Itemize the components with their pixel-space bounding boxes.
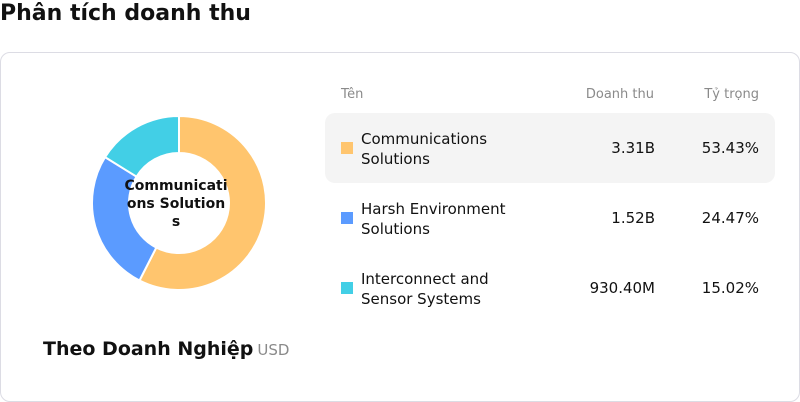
donut-center-label: Communications Solutions — [124, 178, 228, 230]
page-title: Phân tích doanh thu — [0, 1, 251, 26]
row-name: Interconnect and Sensor Systems — [361, 270, 489, 308]
row-revenue: 3.31B — [611, 139, 655, 157]
header-name: Tên — [341, 87, 364, 102]
legend-swatch — [341, 142, 353, 154]
table-row[interactable]: Harsh Environment Solutions 1.52B 24.47% — [325, 183, 775, 253]
header-revenue: Doanh thu — [585, 87, 654, 102]
row-name: Harsh Environment Solutions — [361, 200, 506, 238]
legend-swatch — [341, 212, 353, 224]
table-row[interactable]: Communications Solutions 3.31B 53.43% — [325, 113, 775, 183]
row-share: 15.02% — [701, 279, 759, 297]
row-name: Communications Solutions — [361, 130, 488, 168]
donut-chart — [91, 114, 267, 291]
row-revenue: 930.40M — [589, 279, 655, 297]
header-share: Tỷ trọng — [704, 87, 759, 102]
chart-subtitle-text: Theo Doanh Nghiệp — [43, 338, 254, 360]
table-row[interactable]: Interconnect and Sensor Systems 930.40M … — [325, 253, 775, 323]
row-share: 53.43% — [701, 139, 759, 157]
donut-slice-3[interactable] — [103, 114, 180, 179]
row-revenue: 1.52B — [611, 209, 655, 227]
unit-label: USD — [257, 341, 290, 359]
legend-swatch — [341, 282, 353, 294]
row-share: 24.47% — [701, 209, 759, 227]
chart-subtitle: Theo Doanh Nghiệp USD — [43, 338, 289, 360]
donut-slice-1[interactable] — [138, 114, 267, 291]
